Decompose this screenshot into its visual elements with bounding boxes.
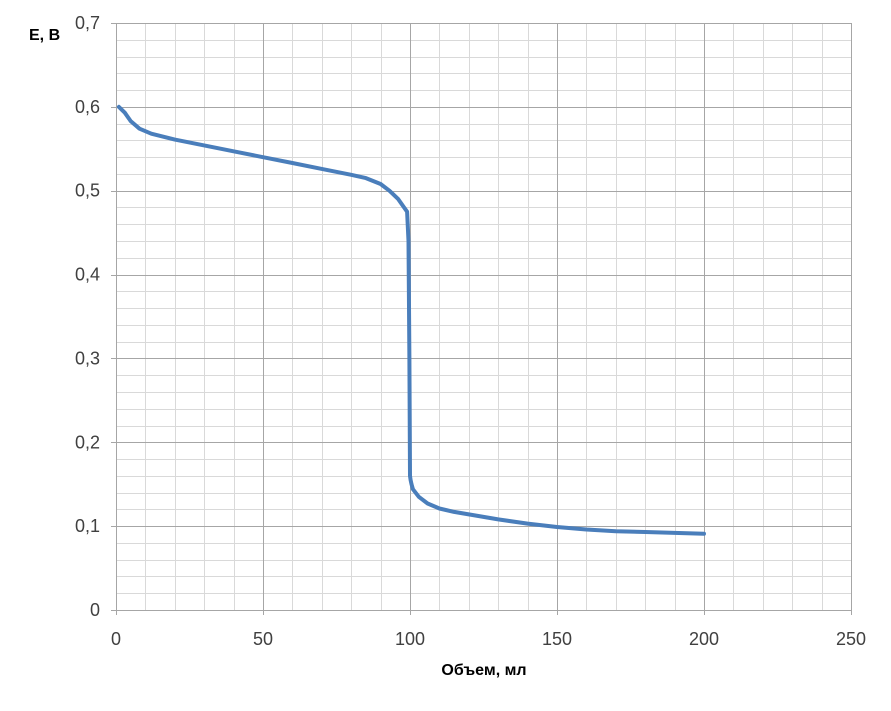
x-tick-label: 50 [253, 629, 273, 649]
x-tick-label: 200 [689, 629, 719, 649]
x-tick-label: 100 [395, 629, 425, 649]
titration-curve-line [116, 104, 706, 536]
y-tick-label: 0,5 [75, 181, 100, 201]
y-tick-label: 0,7 [75, 13, 100, 33]
axes [111, 23, 852, 615]
x-tick-label: 0 [111, 629, 121, 649]
y-tick-label: 0 [90, 600, 100, 620]
y-tick-label: 0,2 [75, 432, 100, 452]
y-tick-label: 0,3 [75, 348, 100, 368]
y-tick-label: 0,6 [75, 97, 100, 117]
y-axis-title: E, В [29, 27, 60, 44]
grid [116, 23, 852, 611]
y-tick-label: 0,1 [75, 516, 100, 536]
x-tick-label: 250 [836, 629, 866, 649]
series-layer [116, 104, 706, 536]
x-tick-label: 150 [542, 629, 572, 649]
tick-labels: 0 0,1 0,2 0,3 0,4 0,5 0,6 0,7 0 50 100 150 200 250 [75, 13, 866, 649]
y-tick-label: 0,4 [75, 265, 100, 285]
x-axis-title: Объем, мл [441, 662, 526, 679]
